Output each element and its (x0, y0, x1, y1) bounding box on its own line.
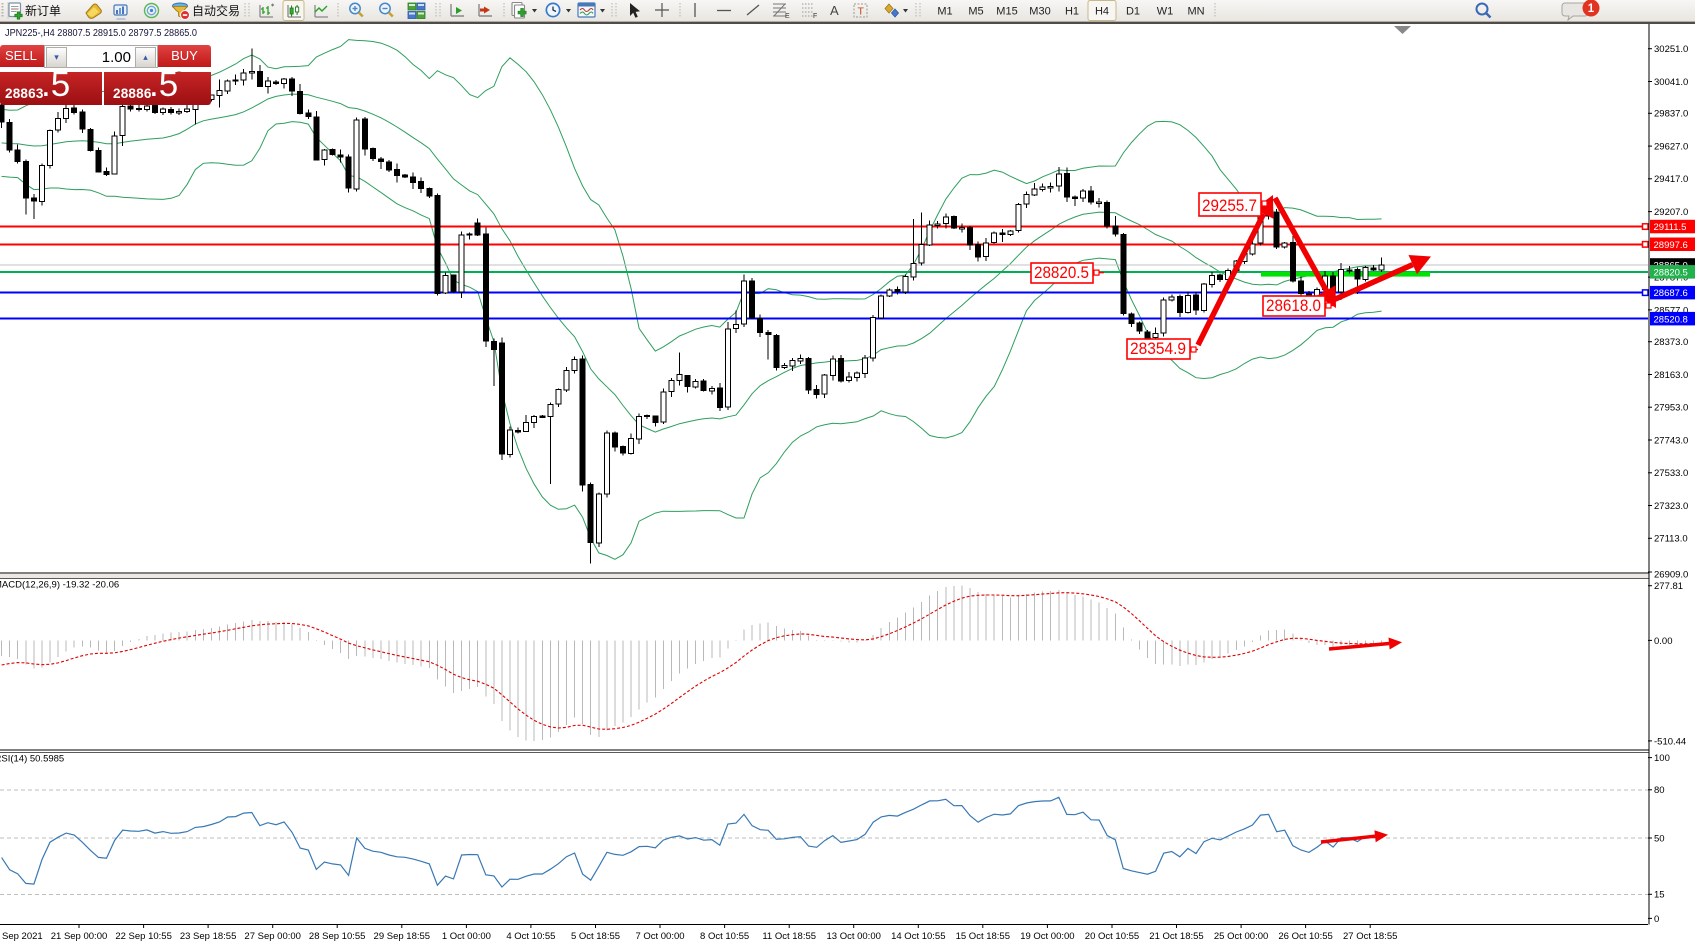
svg-text:50: 50 (1654, 833, 1665, 844)
svg-text:M1: M1 (937, 6, 952, 18)
svg-text:15: 15 (1654, 890, 1665, 901)
svg-text:26 Oct 10:55: 26 Oct 10:55 (1278, 931, 1332, 942)
svg-text:28 Sep 10:55: 28 Sep 10:55 (309, 931, 366, 942)
svg-text:1: 1 (1588, 3, 1595, 15)
svg-text:19 Oct 00:00: 19 Oct 00:00 (1020, 931, 1074, 942)
svg-text:25 Oct 00:00: 25 Oct 00:00 (1214, 931, 1268, 942)
svg-text:27743.0: 27743.0 (1654, 435, 1688, 446)
svg-text:27 Sep 00:00: 27 Sep 00:00 (244, 931, 301, 942)
svg-text:H1: H1 (1065, 6, 1079, 18)
svg-text:4 Oct 10:55: 4 Oct 10:55 (506, 931, 555, 942)
svg-text:MN: MN (1187, 6, 1204, 18)
svg-text:29207.0: 29207.0 (1654, 207, 1688, 218)
svg-text:5 Oct 18:55: 5 Oct 18:55 (571, 931, 620, 942)
svg-text:22 Sep 10:55: 22 Sep 10:55 (115, 931, 172, 942)
svg-text:29 Sep 18:55: 29 Sep 18:55 (374, 931, 431, 942)
svg-text:23 Sep 18:55: 23 Sep 18:55 (180, 931, 237, 942)
svg-text:28354.9: 28354.9 (1130, 340, 1186, 358)
svg-text:20 Oct 10:55: 20 Oct 10:55 (1085, 931, 1139, 942)
svg-text:21 Oct 18:55: 21 Oct 18:55 (1149, 931, 1203, 942)
svg-text:Sep 2021: Sep 2021 (2, 931, 43, 942)
svg-text:29111.5: 29111.5 (1654, 222, 1687, 233)
svg-text:29627.0: 29627.0 (1654, 142, 1688, 153)
svg-text:F: F (813, 13, 817, 20)
svg-text:D1: D1 (1126, 6, 1140, 18)
svg-text:A: A (830, 3, 839, 18)
svg-text:28618.0: 28618.0 (1266, 297, 1321, 315)
svg-text:M5: M5 (968, 6, 983, 18)
svg-text:27323.0: 27323.0 (1654, 501, 1688, 512)
svg-text:M30: M30 (1029, 6, 1050, 18)
svg-text:1 Oct 00:00: 1 Oct 00:00 (442, 931, 491, 942)
svg-text:13 Oct 00:00: 13 Oct 00:00 (826, 931, 880, 942)
svg-text:0: 0 (1654, 914, 1659, 925)
svg-text:15 Oct 18:55: 15 Oct 18:55 (956, 931, 1010, 942)
svg-text:29417.0: 29417.0 (1654, 174, 1688, 185)
svg-text:0.00: 0.00 (1654, 636, 1673, 647)
svg-text:28520.8: 28520.8 (1654, 314, 1688, 325)
svg-text:30041.0: 30041.0 (1654, 77, 1688, 88)
svg-text:30251.0: 30251.0 (1654, 44, 1688, 55)
svg-text:RSI(14) 50.5985: RSI(14) 50.5985 (0, 754, 64, 765)
svg-text:E: E (785, 13, 790, 20)
svg-text:28820.5: 28820.5 (1654, 268, 1688, 279)
svg-text:14 Oct 10:55: 14 Oct 10:55 (891, 931, 945, 942)
svg-text:277.81: 277.81 (1654, 581, 1683, 592)
svg-text:28373.0: 28373.0 (1654, 337, 1688, 348)
svg-text:新订单: 新订单 (25, 3, 61, 18)
svg-text:28820.5: 28820.5 (1034, 264, 1089, 282)
svg-text:80: 80 (1654, 785, 1665, 796)
svg-text:-510.44: -510.44 (1654, 736, 1686, 747)
svg-text:27953.0: 27953.0 (1654, 403, 1688, 414)
svg-text:M15: M15 (996, 6, 1017, 18)
svg-text:28577.0: 28577.0 (1654, 305, 1688, 316)
svg-text:7 Oct 00:00: 7 Oct 00:00 (635, 931, 684, 942)
svg-text:W1: W1 (1157, 6, 1174, 18)
svg-text:26909.0: 26909.0 (1654, 570, 1688, 581)
svg-text:28687.6: 28687.6 (1654, 288, 1688, 299)
svg-text:T: T (858, 6, 865, 18)
svg-text:100: 100 (1654, 753, 1670, 764)
svg-text:28997.6: 28997.6 (1654, 240, 1688, 251)
svg-text:27533.0: 27533.0 (1654, 468, 1688, 479)
svg-text:8 Oct 10:55: 8 Oct 10:55 (700, 931, 749, 942)
svg-text:27113.0: 27113.0 (1654, 534, 1688, 545)
svg-text:11 Oct 18:55: 11 Oct 18:55 (762, 931, 816, 942)
svg-text:29255.7: 29255.7 (1202, 197, 1257, 215)
svg-text:自动交易: 自动交易 (192, 3, 240, 18)
svg-text:27 Oct 18:55: 27 Oct 18:55 (1343, 931, 1397, 942)
svg-text:H4: H4 (1095, 6, 1109, 18)
svg-text:JPN225-,H4 28807.5 28915.0 28: JPN225-,H4 28807.5 28915.0 28797.5 28865… (5, 28, 197, 39)
svg-text:28163.0: 28163.0 (1654, 370, 1688, 381)
svg-text:21 Sep 00:00: 21 Sep 00:00 (51, 931, 108, 942)
svg-text:29837.0: 29837.0 (1654, 109, 1688, 120)
svg-text:MACD(12,26,9) -19.32 -20.06: MACD(12,26,9) -19.32 -20.06 (0, 580, 119, 591)
